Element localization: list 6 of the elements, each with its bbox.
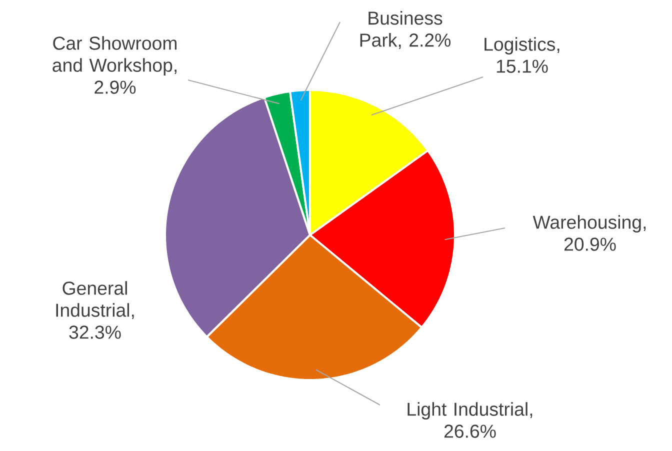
slice-label: Warehousing, 20.9% (532, 215, 646, 251)
slice-label: General Industrial, 32.3% (56, 281, 134, 339)
slice-label: Logistics, 15.1% (484, 37, 560, 73)
slice-label: Light Industrial, 26.6% (408, 402, 532, 438)
slice-label: Car Showroom and Workshop, 2.9% (52, 36, 177, 94)
slice-label: Business Park, 2.2% (360, 11, 450, 49)
